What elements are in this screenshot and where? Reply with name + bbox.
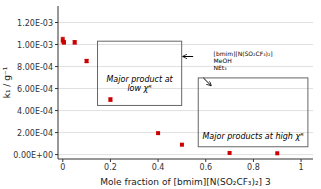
annotation: Major products at high χᴿ [202,132,304,141]
data-point [108,98,112,102]
y-tick-label: 1.00E-03 [17,41,53,50]
grid-line [58,66,313,67]
annotation: Major product atlow χᴿ [106,75,173,93]
y-tick-label: 2.00E-04 [17,129,53,138]
data-point [156,131,160,135]
y-tick-label: 4.00E-04 [17,107,53,116]
x-tick-label: 0.6 [199,163,212,172]
chart: 0.00E+00 2.00E-04 4.00E-04 6.00E-04 8.00E-04… [0,0,321,189]
data-point [62,40,66,44]
x-tick-label: 0 [60,163,65,172]
x-axis [58,159,313,160]
error-cap [61,37,65,38]
arrow [183,56,193,57]
y-tick-label: 8.00E-04 [17,63,53,72]
arrow [203,78,211,86]
grid-line [58,154,313,155]
annotation-line: NEt₃ [214,64,228,71]
x-tick-label: 0.4 [152,163,165,172]
y-tick-label: 0.00E+00 [13,151,53,160]
y-tick-label: 1.20E-03 [17,19,53,28]
annotation-line: Major products at high χᴿ [202,132,304,141]
data-point [275,151,279,155]
data-point [228,151,232,155]
data-point [180,143,184,147]
annotation-line: Major product at [106,75,173,84]
data-point [85,59,89,63]
x-tick-label: 0.8 [247,163,260,172]
y-axis-label: k₁ / g⁻¹ [2,66,12,98]
x-axis-label: Mole fraction of [bmim][N(SO₂CF₃)₂] 3 [100,177,270,187]
annotation-line: low χᴿ [127,84,152,93]
grid-line [58,44,313,45]
grid-line [58,22,313,23]
data-point [73,40,77,44]
annotation-box [198,78,308,147]
y-tick-label: 6.00E-04 [17,85,53,94]
y-axis [58,6,59,159]
annotation-box [98,41,182,105]
grid-line [58,110,313,111]
annotation: [bmim][N(SO₂CF₃)₂]MeOHNEt₃ [214,50,273,71]
grid-line [58,88,313,89]
x-tick-label: 1 [299,163,304,172]
x-tick-label: 0.2 [104,163,117,172]
